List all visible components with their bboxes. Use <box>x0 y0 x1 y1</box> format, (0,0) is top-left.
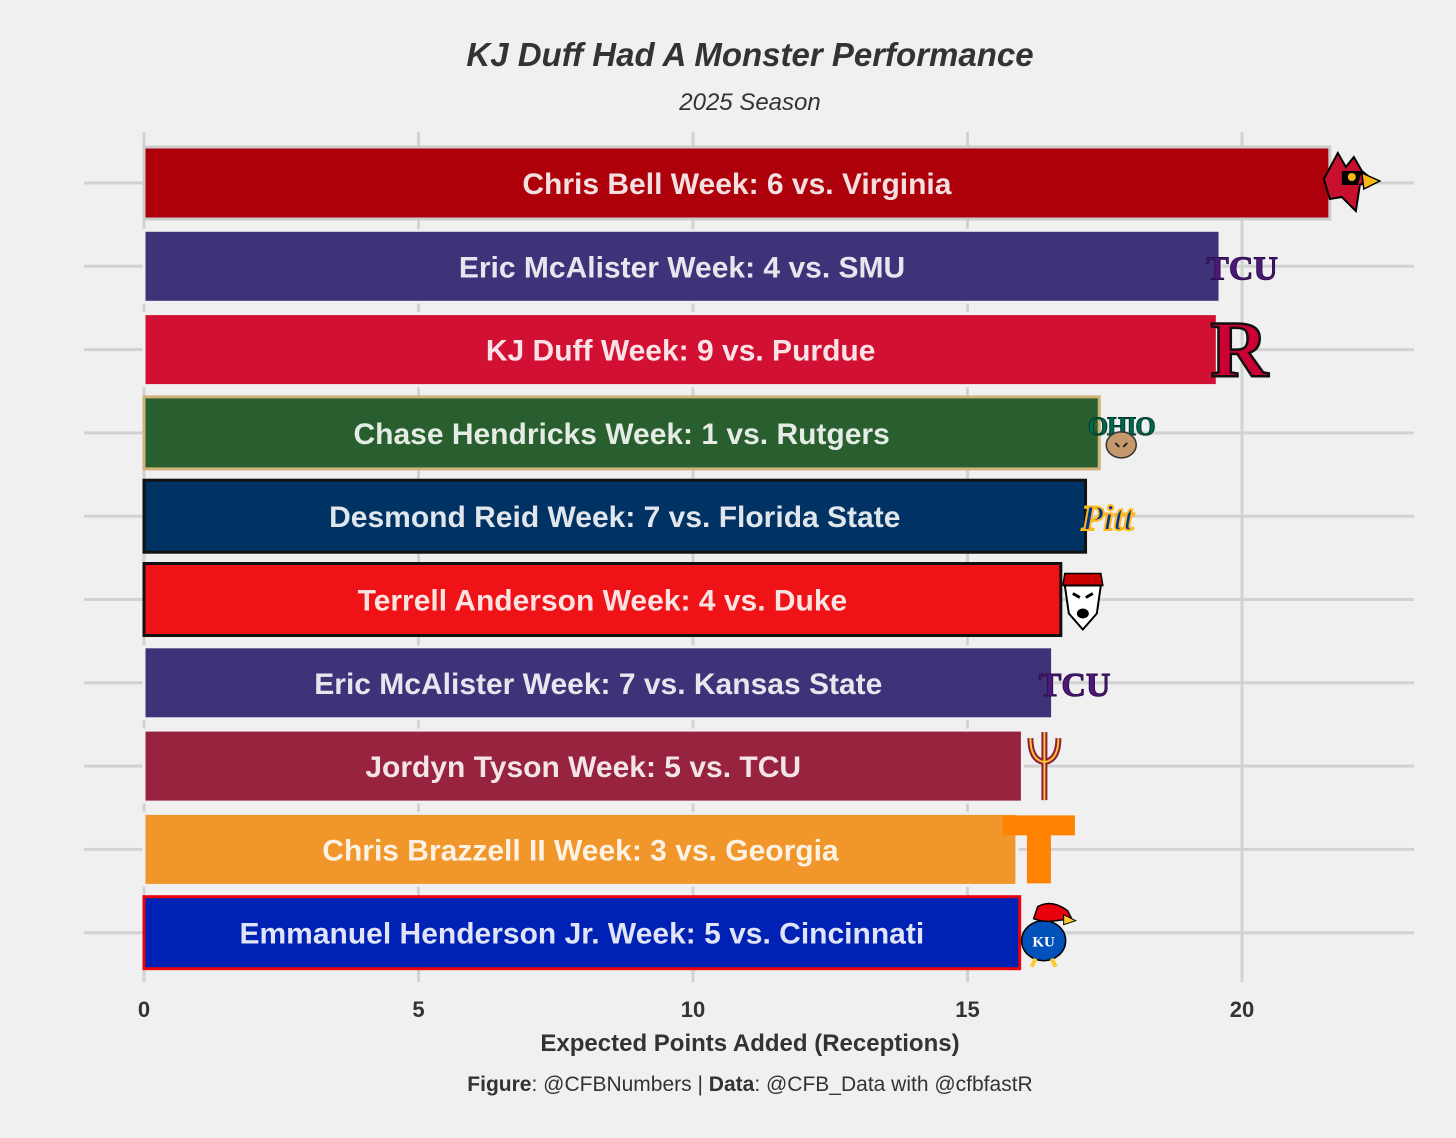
bar <box>142 478 1088 554</box>
bar <box>142 228 1222 304</box>
bar <box>142 312 1219 388</box>
svg-text:TCU: TCU <box>1039 667 1111 704</box>
bar <box>142 145 1332 221</box>
tennessee-t-logo <box>1002 815 1075 884</box>
bar <box>142 811 1019 887</box>
svg-text:R: R <box>1210 307 1269 395</box>
rutgers-r-logo: R <box>1209 305 1271 396</box>
caption-data-value: : @CFB_Data with @cfbfastR <box>754 1073 1032 1096</box>
bar-label: Desmond Reid Week: 7 vs. Florida State <box>329 501 900 534</box>
bar-label: Emmanuel Henderson Jr. Week: 5 vs. Cinci… <box>239 918 924 951</box>
x-tick-label: 15 <box>955 997 979 1022</box>
kansas-jayhawk-logo: KU <box>1020 902 1077 968</box>
bar <box>142 562 1063 637</box>
svg-text:TCU: TCU <box>1206 250 1278 287</box>
tcu-logo: TCU <box>1038 666 1111 704</box>
x-axis-title: Expected Points Added (Receptions) <box>540 1030 959 1057</box>
team-logos: TCU R OHIO Pitt TCU KU <box>1002 150 1382 968</box>
tcu-logo: TCU <box>1206 250 1279 288</box>
svg-text:Pitt: Pitt <box>1081 498 1135 538</box>
bar-label: Chase Hendricks Week: 1 vs. Rutgers <box>353 418 889 451</box>
x-tick-label: 5 <box>412 997 424 1022</box>
pitt-logo: Pitt <box>1080 497 1136 539</box>
bar-label: Chris Bell Week: 6 vs. Virginia <box>522 168 951 201</box>
ohio-bobcat-logo: OHIO <box>1087 411 1156 459</box>
bar <box>142 645 1055 721</box>
x-tick-label: 0 <box>138 997 150 1022</box>
bar-label: Chris Brazzell II Week: 3 vs. Georgia <box>322 834 839 867</box>
bar <box>142 728 1024 804</box>
bar-label: Eric McAlister Week: 7 vs. Kansas State <box>314 668 882 701</box>
x-tick-label: 10 <box>681 997 705 1022</box>
svg-text:KU: KU <box>1032 935 1055 951</box>
bar-label: KJ Duff Week: 9 vs. Purdue <box>486 335 876 368</box>
bar-label: Eric McAlister Week: 4 vs. SMU <box>459 251 905 284</box>
louisville-cardinal-logo <box>1322 150 1382 214</box>
caption-figure-label: Figure <box>467 1073 531 1096</box>
caption-data-label: Data <box>709 1073 755 1096</box>
x-axis-ticks: 0 5 10 15 20 <box>138 997 1254 1022</box>
caption-figure-value: : @CFBNumbers | <box>531 1073 708 1096</box>
chart-subtitle: 2025 Season <box>678 89 820 116</box>
caption: Figure: @CFBNumbers | Data: @CFB_Data wi… <box>467 1073 1032 1096</box>
chart-title: KJ Duff Had A Monster Performance <box>466 36 1033 73</box>
x-tick-label: 20 <box>1230 997 1254 1022</box>
bar <box>142 895 1022 971</box>
bar-label: Jordyn Tyson Week: 5 vs. TCU <box>365 751 801 784</box>
bars <box>142 145 1332 971</box>
arizona-state-pitchfork-logo <box>1027 732 1062 801</box>
nc-state-wolf-logo <box>1061 572 1104 632</box>
bar <box>142 395 1101 471</box>
bar-label: Terrell Anderson Week: 4 vs. Duke <box>358 585 848 618</box>
bar-labels: Chris Bell Week: 6 vs. Virginia Eric McAl… <box>239 168 951 951</box>
